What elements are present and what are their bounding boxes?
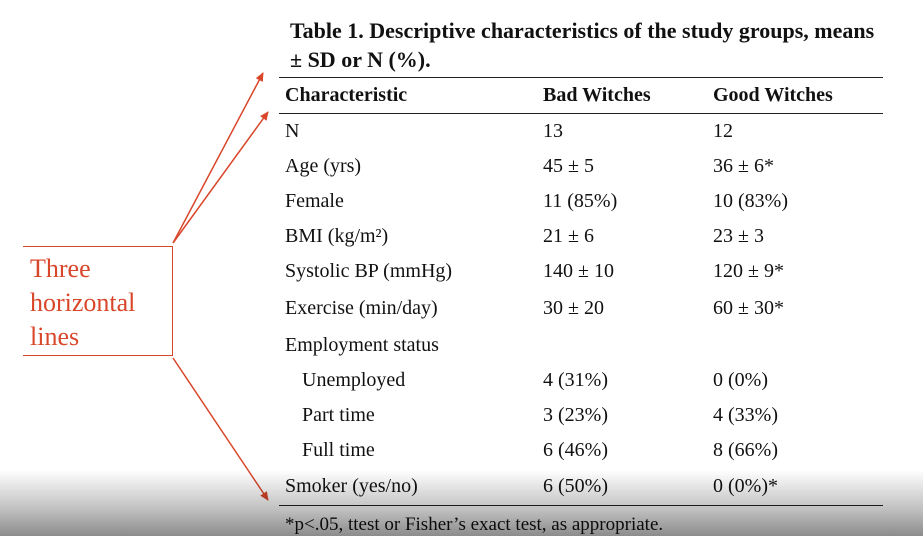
bad-witches-value: 21 ± 6	[543, 225, 594, 247]
row-label: Female	[285, 190, 344, 212]
good-witches-value: 120 ± 9*	[713, 260, 784, 282]
row-label: Full time	[302, 439, 375, 461]
bad-witches-value: 140 ± 10	[543, 260, 614, 282]
table-row: Systolic BP (mmHg) 140 ± 10 120 ± 9*	[0, 254, 923, 289]
table-row: Employment status	[0, 328, 923, 363]
header-rule	[279, 113, 883, 114]
table-row: BMI (kg/m²) 21 ± 6 23 ± 3	[0, 219, 923, 254]
bad-witches-value: 45 ± 5	[543, 155, 594, 177]
bad-witches-value: 6 (46%)	[543, 439, 608, 461]
bad-witches-value: 4 (31%)	[543, 369, 608, 391]
table-row: Female 11 (85%) 10 (83%)	[0, 184, 923, 219]
table-row: Full time 6 (46%) 8 (66%)	[0, 433, 923, 468]
annotation-callout-box	[23, 246, 173, 356]
bad-witches-value: 6 (50%)	[543, 475, 608, 497]
column-header-bad-witches: Bad Witches	[543, 84, 651, 106]
table-row: Unemployed 4 (31%) 0 (0%)	[0, 363, 923, 398]
row-label: Systolic BP (mmHg)	[285, 260, 453, 282]
good-witches-value: 4 (33%)	[713, 404, 778, 426]
bottom-rule	[279, 505, 883, 506]
good-witches-value: 12	[713, 120, 733, 142]
bad-witches-value: 11 (85%)	[543, 190, 618, 212]
bad-witches-value: 30 ± 20	[543, 297, 604, 319]
good-witches-value: 8 (66%)	[713, 439, 778, 461]
row-label: Unemployed	[302, 369, 406, 391]
table-row: Exercise (min/day) 30 ± 20 60 ± 30*	[0, 291, 923, 326]
row-label: Employment status	[285, 334, 439, 356]
annotation-line: Three	[30, 254, 91, 283]
table-row: N 13 12	[0, 114, 923, 149]
good-witches-value: 0 (0%)	[713, 369, 768, 391]
arrow-to-bottom-rule	[172, 357, 269, 501]
table-row: Smoker (yes/no) 6 (50%) 0 (0%)*	[0, 469, 923, 504]
table-footnote: *p<.05, ttest or Fisher’s exact test, as…	[285, 514, 664, 535]
annotation-line: lines	[30, 322, 80, 351]
good-witches-value: 23 ± 3	[713, 225, 764, 247]
table-header-row: Characteristic Bad Witches Good Witches	[0, 78, 923, 113]
arrow-to-header-rule	[172, 111, 269, 244]
good-witches-value: 36 ± 6*	[713, 155, 774, 177]
column-header-characteristic: Characteristic	[285, 84, 408, 106]
table-row: Part time 3 (23%) 4 (33%)	[0, 398, 923, 433]
good-witches-value: 0 (0%)*	[713, 475, 778, 497]
bad-witches-value: 3 (23%)	[543, 404, 608, 426]
row-label: Part time	[302, 404, 375, 426]
good-witches-value: 10 (83%)	[713, 190, 788, 212]
good-witches-value: 60 ± 30*	[713, 297, 784, 319]
top-rule	[279, 77, 883, 78]
row-label: Smoker (yes/no)	[285, 475, 418, 497]
annotation-callout-text: Three horizontal lines	[30, 252, 135, 354]
column-header-good-witches: Good Witches	[713, 84, 833, 106]
row-label: N	[285, 120, 300, 142]
table-title: Table 1. Descriptive characteristics of …	[290, 18, 875, 72]
annotation-line: horizontal	[30, 288, 136, 317]
table-row: Age (yrs) 45 ± 5 36 ± 6*	[0, 149, 923, 184]
bad-witches-value: 13	[543, 120, 563, 142]
arrow-to-top-rule	[172, 72, 264, 244]
row-label: Exercise (min/day)	[285, 297, 438, 319]
row-label: Age (yrs)	[285, 155, 362, 177]
row-label: BMI (kg/m²)	[285, 225, 389, 247]
